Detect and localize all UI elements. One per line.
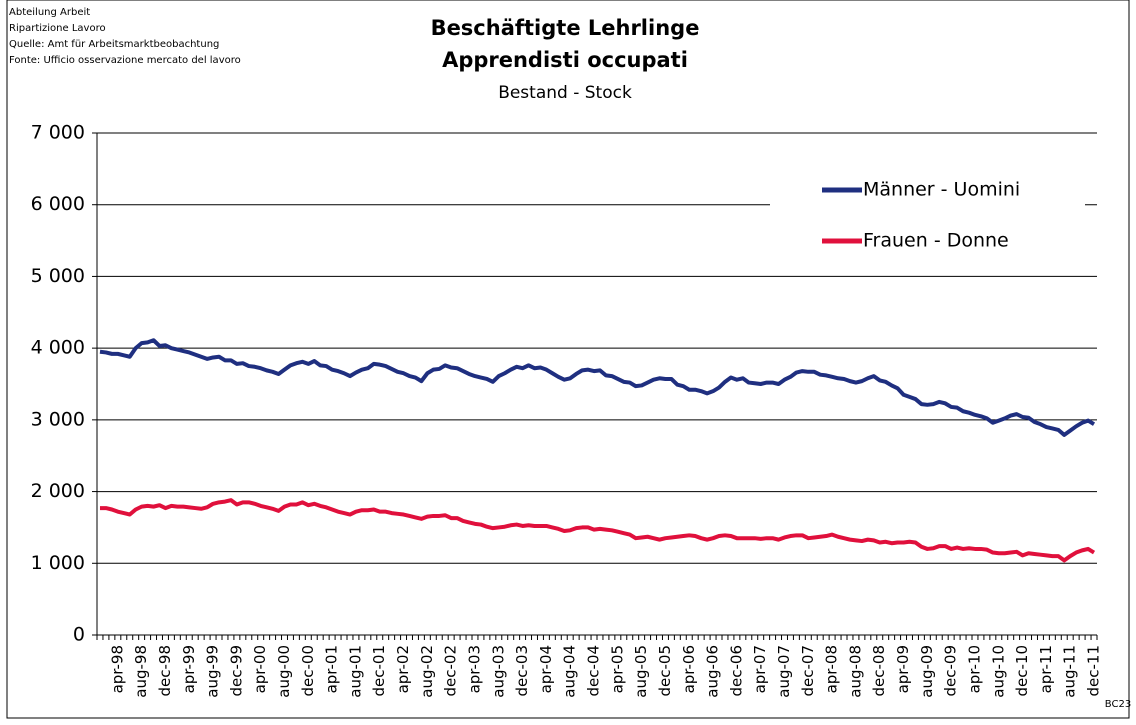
x-tick-label: apr-99: [180, 645, 198, 693]
x-tick-label: dec-10: [1013, 645, 1031, 697]
x-tick-label: apr-09: [894, 645, 912, 693]
y-tick-label: 6 000: [31, 193, 85, 215]
x-tick-label: apr-04: [537, 645, 555, 693]
x-tick-label: aug-04: [561, 645, 579, 698]
y-tick-label: 3 000: [31, 408, 85, 430]
x-tick-label: apr-02: [394, 645, 412, 693]
x-tick-label: aug-01: [346, 645, 364, 698]
x-tick-label: dec-09: [942, 645, 960, 697]
x-tick-label: dec-04: [585, 645, 603, 697]
x-tick-label: apr-10: [965, 645, 983, 693]
legend-label: Frauen - Donne: [863, 230, 1009, 252]
x-tick-label: apr-08: [823, 645, 841, 693]
x-tick-label: dec-03: [513, 645, 531, 697]
x-tick-label: apr-98: [108, 645, 126, 693]
x-tick-label: dec-99: [227, 645, 245, 697]
y-tick-label: 5 000: [31, 265, 85, 287]
x-tick-label: aug-09: [918, 645, 936, 698]
x-tick-label: apr-00: [251, 645, 269, 693]
x-tick-label: dec-08: [870, 645, 888, 697]
chart-subtitle: Bestand - Stock: [498, 83, 632, 103]
x-tick-label: apr-05: [608, 645, 626, 693]
x-tick-label: apr-03: [465, 645, 483, 693]
x-tick-label: dec-00: [299, 645, 317, 697]
x-tick-label: aug-10: [989, 645, 1007, 698]
x-tick-label: dec-98: [156, 645, 174, 697]
x-tick-label: dec-01: [370, 645, 388, 697]
source-line: Quelle: Amt für Arbeitsmarktbeobachtung: [9, 39, 219, 50]
chart-code: BC23: [1105, 699, 1131, 710]
x-tick-label: apr-06: [680, 645, 698, 693]
y-tick-label: 7 000: [31, 122, 85, 144]
x-tick-label: dec-05: [656, 645, 674, 697]
y-tick-label: 2 000: [31, 480, 85, 502]
series-line: [99, 338, 1096, 437]
x-tick-label: aug-02: [418, 645, 436, 698]
x-tick-label: aug-98: [132, 645, 150, 698]
y-tick-label: 4 000: [31, 337, 85, 359]
x-tick-label: aug-11: [1061, 645, 1079, 698]
chart-title: Apprendisti occupati: [442, 48, 688, 72]
frame: [6, 0, 1130, 719]
y-tick-label: 0: [73, 624, 85, 646]
chart-title: Beschäftigte Lehrlinge: [431, 16, 700, 40]
source-line: Ripartizione Lavoro: [9, 23, 106, 34]
legend-label: Männer - Uomini: [863, 179, 1020, 201]
x-tick-label: apr-11: [1037, 645, 1055, 693]
source-line: Fonte: Ufficio osservazione mercato del …: [9, 55, 241, 66]
x-tick-label: dec-02: [442, 645, 460, 697]
y-tick-label: 1 000: [31, 552, 85, 574]
x-tick-label: apr-07: [751, 645, 769, 693]
x-tick-label: aug-07: [775, 645, 793, 698]
x-tick-label: aug-08: [846, 645, 864, 698]
source-line: Abteilung Arbeit: [9, 7, 90, 18]
x-tick-label: aug-03: [489, 645, 507, 698]
x-tick-label: dec-06: [727, 645, 745, 697]
x-tick-label: dec-11: [1085, 645, 1103, 697]
x-tick-label: aug-00: [275, 645, 293, 698]
series-line: [99, 498, 1096, 563]
x-tick-label: aug-05: [632, 645, 650, 698]
x-tick-label: aug-06: [704, 645, 722, 698]
x-tick-label: apr-01: [323, 645, 341, 693]
x-tick-label: dec-07: [799, 645, 817, 697]
legend-box: [770, 160, 1085, 270]
x-tick-label: aug-99: [204, 645, 222, 698]
